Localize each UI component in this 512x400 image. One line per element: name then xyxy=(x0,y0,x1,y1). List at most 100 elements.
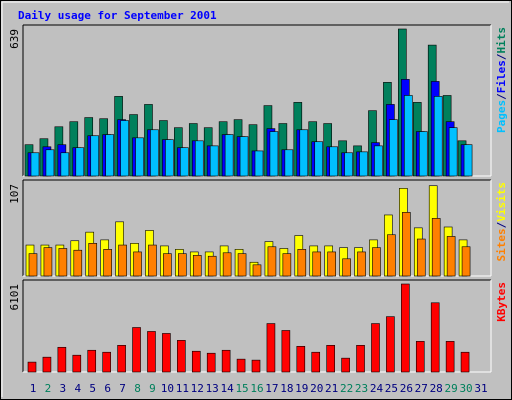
legend-entry: Pages xyxy=(495,100,508,133)
x-tick-label: 1 xyxy=(30,382,37,395)
bar xyxy=(357,251,366,277)
bar xyxy=(120,120,129,177)
bar xyxy=(221,349,231,373)
bar xyxy=(60,152,70,177)
bar xyxy=(297,249,307,277)
x-tick-label: 18 xyxy=(280,382,293,395)
bar xyxy=(416,238,426,277)
legend-entry: Files xyxy=(495,60,508,93)
bar xyxy=(207,255,217,277)
bar xyxy=(329,146,338,177)
x-tick-label: 8 xyxy=(134,382,141,395)
bar xyxy=(251,359,261,373)
bar xyxy=(72,354,82,373)
bar xyxy=(133,251,142,277)
bar xyxy=(312,251,322,277)
x-tick-label: 10 xyxy=(161,382,174,395)
bar xyxy=(43,247,53,277)
bar xyxy=(180,147,189,177)
bar xyxy=(387,234,396,277)
x-tick-label: 17 xyxy=(265,382,278,395)
bar xyxy=(45,149,55,177)
x-tick-label: 31 xyxy=(474,382,487,395)
bar xyxy=(341,357,350,373)
bar xyxy=(326,345,335,373)
bar xyxy=(448,127,458,177)
x-tick-label: 11 xyxy=(176,382,189,395)
bar xyxy=(284,149,294,177)
bar xyxy=(266,323,276,373)
bar xyxy=(192,255,202,277)
legend-entry: KBytes xyxy=(495,282,508,322)
bar xyxy=(374,145,383,177)
bar xyxy=(88,243,98,277)
bar xyxy=(404,95,413,177)
bar xyxy=(356,345,365,373)
bar xyxy=(267,246,277,277)
legend-entry: Hits xyxy=(495,27,508,54)
bar xyxy=(162,333,171,373)
bar xyxy=(311,351,321,373)
bar xyxy=(147,331,156,373)
bar xyxy=(42,356,52,373)
bar xyxy=(342,258,351,277)
bar xyxy=(299,129,309,177)
bar xyxy=(254,150,264,177)
legend-entry: Sites xyxy=(495,228,508,261)
bar xyxy=(90,135,100,177)
bar xyxy=(165,139,174,177)
legend-separator: / xyxy=(495,221,508,228)
x-tick-label: 9 xyxy=(149,382,156,395)
x-tick-label: 4 xyxy=(74,382,81,395)
bar xyxy=(27,361,37,373)
panel xyxy=(23,280,491,372)
bar xyxy=(281,330,291,373)
bar xyxy=(446,236,456,277)
x-tick-label: 3 xyxy=(60,382,67,395)
y-tick-label: 107 xyxy=(8,184,21,204)
x-tick-label: 20 xyxy=(310,382,323,395)
bar xyxy=(57,346,67,373)
y-tick-label: 6101 xyxy=(8,284,21,311)
bar xyxy=(236,358,246,373)
bar xyxy=(194,140,204,177)
x-tick-label: 25 xyxy=(385,382,398,395)
x-tick-label: 30 xyxy=(459,382,472,395)
bar xyxy=(389,119,398,177)
legend: Sites/Visits xyxy=(495,182,508,262)
legend-separator: / xyxy=(495,53,508,60)
x-tick-label: 5 xyxy=(89,382,96,395)
x-tick-label: 29 xyxy=(445,382,458,395)
x-tick-label: 24 xyxy=(370,382,384,395)
bar xyxy=(87,349,97,373)
bar xyxy=(73,249,83,277)
bar xyxy=(148,244,157,277)
legend: KBytes xyxy=(495,282,508,322)
bar xyxy=(386,316,395,373)
bar xyxy=(222,252,232,277)
bar xyxy=(191,350,201,373)
bar xyxy=(359,151,368,177)
x-tick-label: 7 xyxy=(119,382,126,395)
bar xyxy=(461,246,471,277)
x-tick-label: 27 xyxy=(415,382,428,395)
bar xyxy=(460,351,470,373)
bar xyxy=(314,141,324,177)
legend: Pages/Files/Hits xyxy=(495,27,508,133)
x-tick-label: 16 xyxy=(250,382,263,395)
x-tick-label: 14 xyxy=(221,382,235,395)
bar xyxy=(402,212,411,277)
legend-separator: / xyxy=(495,93,508,100)
bar xyxy=(418,131,428,177)
legend-entry: Visits xyxy=(495,182,508,222)
x-tick-label: 23 xyxy=(355,382,368,395)
bar xyxy=(75,147,85,177)
chart-title: Daily usage for September 2001 xyxy=(18,9,217,22)
bar xyxy=(445,341,455,373)
bar xyxy=(178,253,187,277)
bar xyxy=(206,352,216,373)
bar xyxy=(163,253,172,277)
bar xyxy=(177,340,186,373)
bar xyxy=(209,145,219,177)
